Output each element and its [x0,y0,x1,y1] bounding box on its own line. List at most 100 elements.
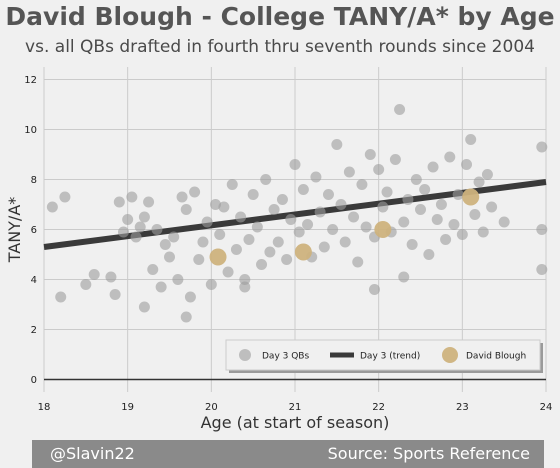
qb-point [164,251,175,263]
qb-point [59,191,71,203]
x-tick-label: 18 [38,402,51,413]
qb-point [465,134,477,145]
qb-point [536,264,548,275]
legend-qb-marker [239,349,251,361]
qb-point [394,104,406,115]
qb-point [352,256,364,268]
qb-point [117,226,129,238]
qb-point [410,174,422,185]
qb-point [247,189,259,200]
qb-point [80,279,92,290]
qb-point [230,244,242,255]
footer-credit: @Slavin22 [50,444,135,463]
qb-point [427,161,439,173]
qb-point [373,164,385,175]
x-tick-label: 20 [205,402,218,413]
qb-point [536,141,548,153]
x-tick-label: 19 [121,402,134,413]
legend-trend-label: Day 3 (trend) [360,352,420,362]
qb-point [423,249,435,260]
qb-point [197,236,209,248]
qb-point [402,194,414,205]
qb-point [448,219,460,230]
qb-point [444,151,456,163]
x-axis-label: Age (at start of season) [201,413,390,432]
qb-point [201,216,213,228]
qb-point [138,301,150,313]
qb-point [256,259,268,270]
qb-point [335,199,347,210]
x-tick-label: 21 [289,402,302,413]
qb-point [180,311,192,323]
qb-point [473,176,485,188]
qb-point [172,274,184,285]
y-tick-label: 12 [24,75,37,86]
qb-point [243,234,255,245]
y-tick-label: 10 [24,125,37,136]
qb-point [214,229,226,240]
chart-subtitle: vs. all QBs drafted in fourth thru seven… [25,37,535,57]
qb-point [239,281,251,293]
qb-point [452,189,464,200]
qb-point [281,254,293,265]
qb-point [285,214,297,225]
blough-point [209,248,227,266]
qb-point [381,186,393,198]
qb-point [55,291,67,303]
qb-point [331,139,343,150]
x-tick-label: 23 [456,402,469,413]
y-tick-label: 8 [31,175,37,186]
qb-point [193,254,205,265]
qb-point [419,184,431,195]
qb-point [327,224,339,235]
qb-point [222,266,234,278]
qb-point [109,289,121,300]
qb-point [143,196,155,208]
footer-source: Source: Sports Reference [327,444,530,463]
qb-point [469,209,481,220]
y-tick-label: 2 [31,325,37,336]
qb-point [536,224,548,235]
qb-point [406,239,418,250]
qb-point [368,284,380,295]
qb-point [431,214,443,225]
qb-point [155,281,167,293]
qb-point [113,196,125,208]
legend-blough-label: David Blough [466,352,526,362]
qb-point [134,221,146,233]
qb-point [168,231,180,243]
qb-point [310,171,322,183]
qb-point [398,271,410,283]
qb-point [260,174,272,185]
qb-point [272,236,284,248]
qb-point [343,166,355,178]
qb-point [440,234,452,245]
qb-point [297,184,309,195]
qb-point [122,214,134,225]
qb-point [210,199,222,210]
chart-title: David Blough - College TANY/A* by Age [5,2,555,31]
blough-point [374,221,392,238]
qb-point [456,229,468,240]
qb-point [205,279,217,290]
qb-point [264,246,276,258]
qb-point [180,204,192,215]
y-axis-label: TANY/A* [5,197,24,264]
qb-point [486,201,498,213]
qb-point [398,216,410,228]
qb-point [293,226,305,238]
qb-point [276,194,288,205]
qb-point [498,216,510,228]
qb-point [218,201,230,213]
qb-point [268,204,280,215]
qb-point [46,201,58,213]
qb-point [461,159,473,170]
qb-point [364,149,376,160]
y-tick-label: 0 [31,375,37,386]
x-tick-label: 24 [540,402,553,413]
blough-point [294,243,312,261]
qb-point [435,199,447,210]
qb-point [88,269,100,280]
qb-point [251,221,263,233]
